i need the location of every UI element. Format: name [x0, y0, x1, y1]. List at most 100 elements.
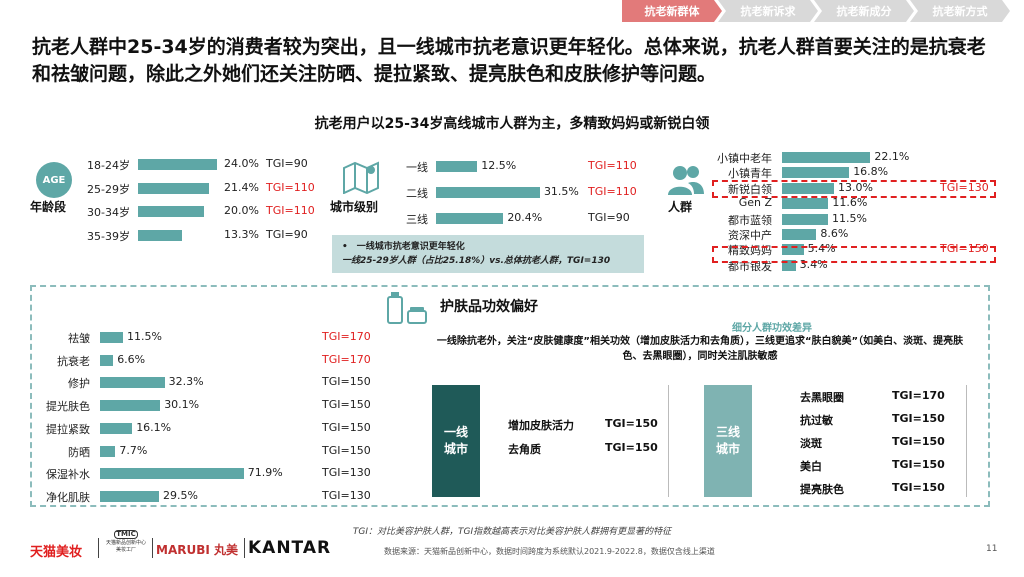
bar-label: 二线 — [406, 187, 428, 200]
bar — [100, 468, 244, 480]
bar — [782, 182, 834, 194]
bar-label: 提光肤色 — [46, 400, 90, 414]
bar-value: 6.6% — [117, 352, 146, 366]
bar-value: 20.0% — [224, 204, 259, 217]
city-note-box: • 一线城市抗老意识更年轻化 一线25-29岁人群（占比25.18%）vs.总体… — [332, 235, 644, 273]
bar — [436, 213, 504, 224]
bar — [782, 198, 829, 210]
bar-value: 24.0% — [224, 157, 259, 170]
tier3-city-label: 三线城市 — [715, 425, 740, 456]
bar-label: 抗衰老 — [57, 354, 90, 368]
city-section-name: 城市级别 — [330, 200, 379, 214]
highlight-delicate-mom — [712, 246, 996, 263]
tgi-value: TGI=110 — [266, 204, 315, 217]
top-nav-tabs: 抗老新群体 抗老新诉求 抗老新成分 抗老新方式 — [622, 0, 1010, 22]
bar-value: 32.3% — [168, 375, 204, 389]
tgi-footnote: TGI：对比美容护肤人群，TGI指数越高表示对比美容护肤人群拥有更显著的特征 — [352, 527, 672, 537]
bar-value: 11.5% — [832, 211, 867, 225]
benefits-title: 护肤品功效偏好 — [440, 299, 538, 315]
bar-label: 小镇青年 — [728, 167, 772, 181]
tgi-value: TGI=150 — [322, 420, 371, 434]
data-source: 数据来源：天猫新品创新中心，数据时间跨度为系统默认2021.9-2022.8，数… — [384, 547, 715, 556]
tab-new-group[interactable]: 抗老新群体 — [622, 0, 722, 22]
bar-label: 18-24岁 — [87, 159, 130, 172]
effect-tgi: TGI=170 — [892, 389, 945, 402]
tgi-value: TGI=90 — [266, 157, 308, 170]
effect-name: 提亮肤色 — [800, 483, 844, 496]
bar-value: 13.0% — [838, 180, 873, 194]
bar-label: 净化肌肤 — [46, 490, 90, 504]
highlight-new-white-collar — [712, 180, 996, 198]
bar-value: 20.4% — [507, 211, 543, 224]
bar-label: 防晒 — [68, 445, 90, 459]
people-section-name: 人群 — [668, 200, 693, 214]
bar — [138, 159, 218, 170]
logo-separator — [98, 538, 99, 558]
tier1-city-label: 一线城市 — [443, 425, 468, 456]
tier3-city-box: 三线城市 — [704, 385, 752, 497]
bar-label: 保湿补水 — [46, 468, 90, 482]
tmic-logo: TMIC 天猫新品创新中心 美妆工厂 — [104, 530, 148, 554]
tier3-divider — [966, 385, 967, 497]
bar-value: 7.7% — [119, 443, 148, 457]
effect-name: 去角质 — [508, 443, 541, 456]
bar-value: 11.5% — [127, 330, 162, 343]
logo-separator — [152, 538, 153, 558]
tab-new-needs[interactable]: 抗老新诉求 — [718, 0, 818, 22]
bar — [782, 244, 804, 256]
effect-name: 增加皮肤活力 — [508, 419, 574, 432]
tgi-value: TGI=130 — [940, 180, 989, 194]
bar-value: 29.5% — [163, 488, 198, 502]
tmall-beauty-logo: 天猫美妆 — [30, 545, 83, 560]
bar-label: 提拉紧致 — [46, 422, 90, 436]
bar-value: 8.6% — [820, 227, 849, 240]
city-note-line2: 一线25-29岁人群（占比25.18%）vs.总体抗老人群，TGI=130 — [342, 256, 611, 266]
page-number: 11 — [986, 544, 998, 554]
headline: 抗老人群中25-34岁的消费者较为突出，且一线城市抗老意识更年轻化。总体来说，抗… — [32, 36, 986, 85]
bar-label: 新锐白领 — [728, 182, 772, 196]
bar-label: 都市蓝领 — [728, 213, 772, 227]
bar-label: 祛皱 — [68, 332, 90, 345]
bar-label: 修护 — [68, 377, 90, 391]
bar-value: 12.5% — [481, 159, 517, 172]
kantar-logo: KANTAR — [248, 538, 332, 558]
people-icon — [668, 166, 704, 195]
bar — [138, 182, 209, 194]
bar-label: 30-34岁 — [87, 206, 130, 219]
bar-value: 71.9% — [247, 466, 283, 480]
bar-value: 16.1% — [136, 420, 172, 434]
effect-tgi: TGI=150 — [892, 435, 945, 448]
effect-name: 美白 — [800, 460, 822, 473]
tgi-value: TGI=150 — [322, 375, 371, 389]
bar — [436, 187, 540, 198]
skincare-bottle-icon — [387, 292, 427, 324]
bar-value: 13.3% — [224, 227, 259, 241]
bar-label: 小镇中老年 — [717, 152, 772, 165]
age-section-name: 年龄段 — [30, 200, 67, 214]
benefits-frame — [30, 285, 990, 507]
tgi-value: TGI=150 — [322, 398, 371, 412]
effect-tgi: TGI=150 — [892, 412, 945, 425]
tgi-value: TGI=170 — [322, 330, 371, 343]
tgi-value: TGI=90 — [588, 211, 630, 224]
tier1-divider — [668, 385, 669, 497]
subtitle: 抗老用户以25-34岁高线城市人群为主，多精致妈妈或新锐白领 — [314, 116, 710, 132]
bar — [100, 400, 161, 412]
tgi-value: TGI=130 — [322, 466, 371, 480]
segment-title: 细分人群功效差异 — [732, 323, 812, 334]
tgi-value: TGI=130 — [322, 488, 371, 502]
bar — [138, 206, 204, 217]
bar — [782, 229, 817, 240]
age-icon-text: AGE — [42, 174, 66, 186]
bar-value: 5.4% — [807, 242, 836, 256]
bar-label: 35-39岁 — [87, 229, 130, 243]
tmic-text: 天猫新品创新中心 美妆工厂 — [105, 540, 146, 553]
bar-value: 22.1% — [874, 150, 910, 163]
tab-new-ingredients[interactable]: 抗老新成分 — [814, 0, 914, 22]
logo-separator — [244, 538, 245, 558]
bar-label: 资深中产 — [728, 229, 772, 242]
tab-new-methods[interactable]: 抗老新方式 — [910, 0, 1010, 22]
bar — [436, 161, 478, 172]
tgi-value: TGI=110 — [266, 180, 315, 194]
bar-value: 31.5% — [543, 185, 579, 198]
